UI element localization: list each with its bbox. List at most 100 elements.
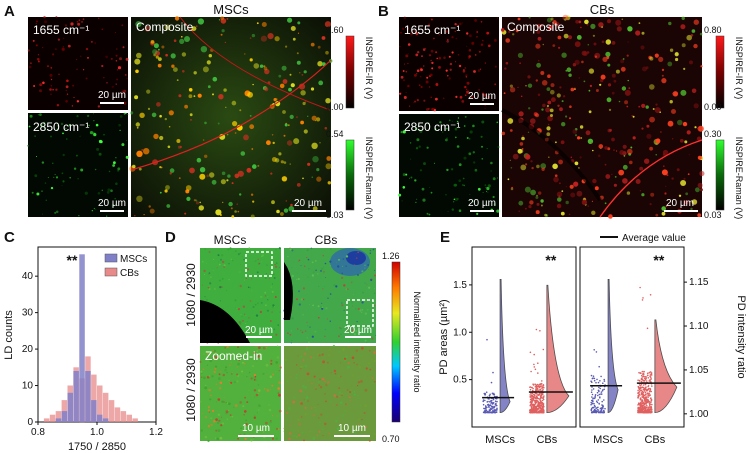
panel-c-histogram: 0.8 1.0 1.2 0 10 20 30 40 ** MSCs CBs 1750 / 28… [3,246,163,453]
panel-d-cbs-zoom: 10 µm [283,344,376,442]
legend-swatch-cbs [104,267,118,277]
panel-c-label: C [4,229,15,246]
svg-text:0.54: 0.54 [326,129,344,139]
panel-c-legend: MSCs CBs [104,253,147,279]
svg-text:0.00: 0.00 [326,102,344,112]
panel-a-label: A [4,3,15,20]
panel-e-ytick: 1.15 [689,277,709,288]
panel-b-composite-image: Composite 20 µm [500,14,705,219]
panel-e-label: E [440,229,450,246]
panel-c-ytick: 40 [22,271,34,282]
histogram-bar-mscs-4 [67,392,73,422]
svg-text:INSPIRE-IR (V): INSPIRE-IR (V) [734,37,744,100]
histogram-bar-cbs-10 [102,392,109,422]
violin-cbs [546,284,570,414]
panel-a-ir-scalebar: 20 µm [98,90,126,101]
panel-e-ytick: 1.05 [689,365,709,376]
histogram-bar-cbs-3 [61,400,68,422]
panel-b-composite-label: Composite [507,20,565,34]
violin-mscs [607,279,619,414]
panel-b-raman-label: 2850 cm⁻¹ [404,120,460,134]
panel-d-row-label-top: 1080 / 2930 [184,263,198,327]
panel-c-ytick: 30 [22,308,34,319]
svg-text:INSPIRE-Raman (V): INSPIRE-Raman (V) [734,137,744,220]
panel-c-ytick: 10 [22,381,34,392]
panel-d-row-label-bottom: 1080 / 2930 [184,358,198,422]
legend-label-cbs: CBs [120,268,139,279]
panel-b-label: B [378,3,389,20]
panel-a-ir-colorbar: 0.60 0.00 INSPIRE-IR (V) [326,25,374,112]
panel-e-legend: Average value [600,233,686,244]
histogram-bar-mscs-8 [91,400,97,422]
panel-a-composite-image: Composite 20 µm [129,16,333,219]
panel-e-ytick: 1.00 [689,409,709,420]
svg-text:0.03: 0.03 [704,210,722,220]
panel-d-col-cbs: CBs [315,233,338,247]
panel-d-zoomed-label: Zoomed-in [205,349,262,363]
panel-d-scalebar-mscs: 20 µm [245,325,273,336]
histogram-bar-cbs-13 [120,411,127,422]
panel-b-ir-label: 1655 cm⁻¹ [404,23,460,37]
panel-e-pd-intensity-plot: MSCs CBs ** 1.00 1.05 1.10 1.15 PD intensity r… [579,246,747,446]
panel-e-ytick: 1.0 [453,327,467,338]
panel-e-category-cbs: CBs [536,434,557,446]
svg-text:0.60: 0.60 [326,25,344,35]
panel-e-right-ylabel: PD intensity ratio [735,295,747,378]
panel-e-pd-areas-plot: MSCs CBs ** 0.5 1.0 1.5 PD areas (µm²) [438,246,577,446]
histogram-bar-mscs-2 [55,418,62,422]
histogram-bar-mscs-6 [79,254,85,422]
panel-c-xlabel: 1750 / 2850 [68,441,126,453]
panel-b-raman-colorbar: 0.30 0.03 INSPIRE-Raman (V) [704,129,744,220]
panel-e-ytick: 1.5 [453,280,467,291]
histogram-bar-cbs-0 [43,418,50,422]
panel-a-raman-image: 2850 cm⁻¹ 20 µm [27,112,129,217]
histogram-bar-mscs-10 [102,418,109,422]
panel-c-xtick: 1.2 [149,427,163,438]
panel-e-significance: ** [653,252,664,268]
panel-a-raman-scalebar: 20 µm [98,198,126,209]
svg-text:INSPIRE-IR (V): INSPIRE-IR (V) [364,37,374,100]
panel-b-ir-colorbar: 0.80 0.00 INSPIRE-IR (V) [704,25,744,112]
panel-e-legend-label: Average value [622,233,686,244]
histogram-bar-cbs-9 [97,385,103,422]
histogram-bar-cbs-2 [55,411,62,422]
panel-a-ir-label: 1655 cm⁻¹ [33,23,89,37]
svg-text:0.30: 0.30 [704,129,722,139]
panel-e-category-mscs: MSCs [485,434,515,446]
panel-c-xtick: 1.0 [90,427,104,438]
panel-a-raman-label: 2850 cm⁻¹ [33,120,89,134]
panel-d-cbs-map: 20 µm [283,247,377,344]
panel-b-ir-image: 1655 cm⁻¹ 20 µm [399,16,499,112]
panel-b-composite-scalebar: 20 µm [666,198,694,209]
panel-c-ytick: 0 [27,417,33,428]
histogram-bar-cbs-14 [126,414,132,422]
panel-e-left-ylabel: PD areas (µm²) [438,299,450,374]
legend-label-mscs: MSCs [120,254,147,265]
panel-b-raman-image: 2850 cm⁻¹ 20 µm [398,114,500,217]
panel-c-ylabel: LD counts [3,310,15,360]
panel-b-raman-scalebar: 20 µm [468,198,496,209]
panel-d-col-mscs: MSCs [214,233,247,247]
panel-e-category-cbs: CBs [644,434,665,446]
panel-a-raman-colorbar: 0.54 0.03 INSPIRE-Raman (V) [326,129,374,220]
panel-d-scalebar-zoom-cbs: 10 µm [338,423,366,434]
histogram-bar-mscs-3 [61,411,68,422]
panel-c-ytick: 20 [22,344,34,355]
panel-b-ir-scalebar: 20 µm [468,91,496,102]
histogram-bar-cbs-12 [114,407,121,422]
violin-mscs [499,279,511,414]
panel-a-composite-label: Composite [136,20,194,34]
panel-e-significance: ** [545,252,556,268]
histogram-bar-cbs-1 [49,414,56,422]
panel-a-composite-scalebar: 20 µm [294,198,322,209]
histogram-bar-cbs-15 [132,418,138,422]
panel-a-ir-image: 1655 cm⁻¹ 20 µm [27,15,129,110]
svg-text:INSPIRE-Raman (V): INSPIRE-Raman (V) [364,137,374,220]
svg-text:0.80: 0.80 [704,25,722,35]
histogram-bar-mscs-5 [73,371,79,422]
svg-text:Normalized intensity ratio: Normalized intensity ratio [412,291,422,392]
histogram-bar-cbs-11 [108,400,115,422]
panel-d-scalebar-cbs: 20 µm [344,325,372,336]
panel-e-ytick: 1.10 [689,321,709,332]
panel-c-significance: ** [67,252,78,268]
